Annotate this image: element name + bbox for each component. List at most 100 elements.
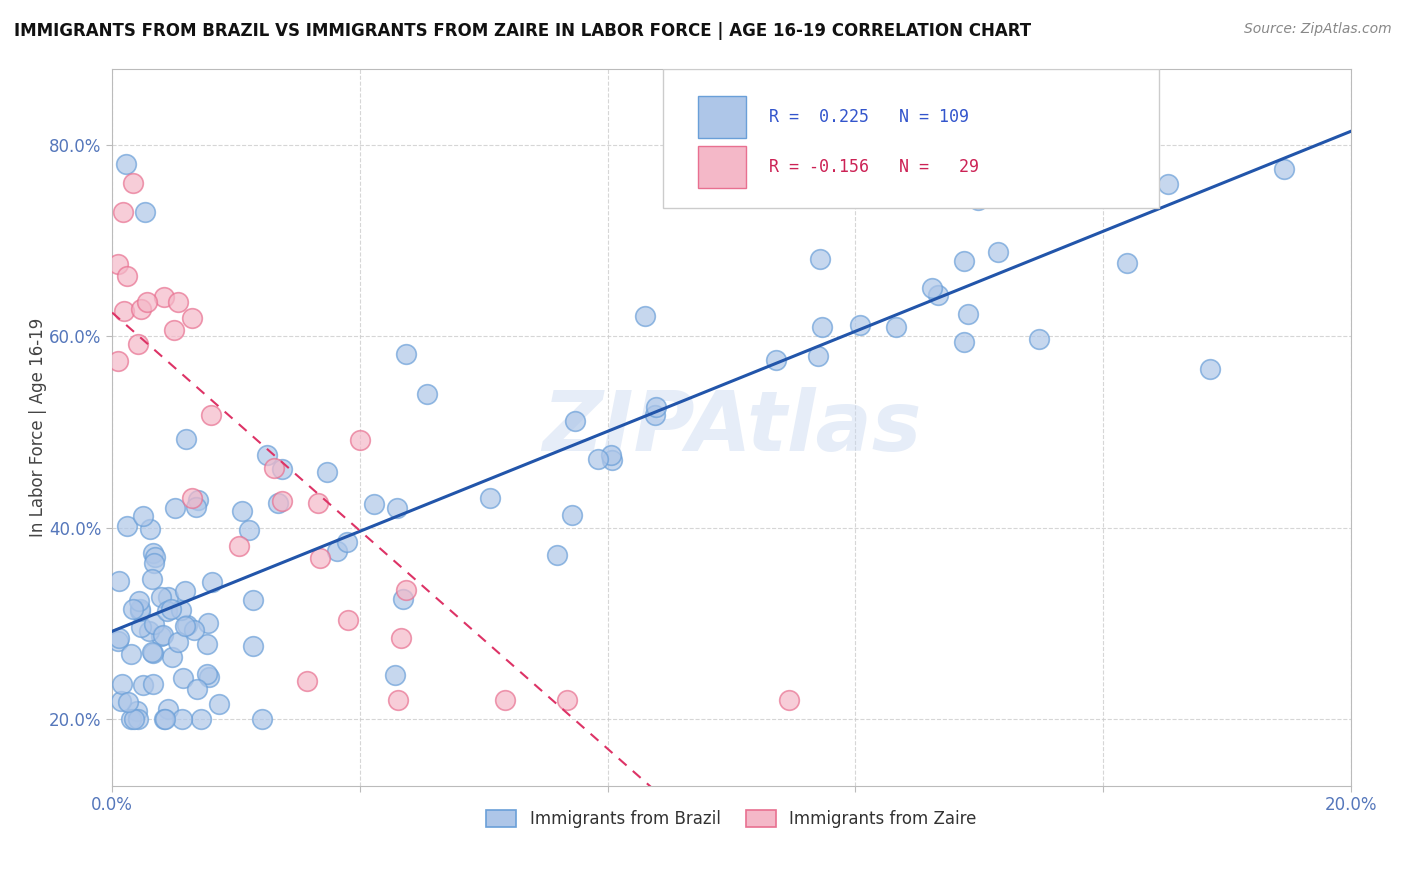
Point [1111, 146, 1133, 161]
Point [152, 628, 174, 642]
Point [384, 668, 406, 682]
Point [644, 409, 666, 423]
Point [1157, 177, 1180, 191]
Point [129, 620, 152, 634]
Point [634, 310, 657, 324]
Point [195, 666, 218, 681]
Point [127, 336, 149, 351]
Point [198, 670, 221, 684]
Point [172, 671, 194, 685]
Point [599, 448, 621, 462]
Point [416, 386, 439, 401]
Point [150, 591, 173, 605]
Text: ZIPAtlas: ZIPAtlas [541, 386, 921, 467]
Point [953, 334, 976, 349]
Point [586, 452, 609, 467]
Point [256, 449, 278, 463]
Point [107, 257, 129, 271]
Point [197, 616, 219, 631]
Point [849, 318, 872, 333]
Point [139, 522, 162, 536]
FancyBboxPatch shape [664, 69, 1159, 209]
Point [122, 712, 145, 726]
Point [242, 592, 264, 607]
Point [195, 636, 218, 650]
Point [765, 353, 787, 368]
Text: Source: ZipAtlas.com: Source: ZipAtlas.com [1244, 22, 1392, 37]
Point [165, 501, 187, 516]
Point [811, 320, 834, 334]
Point [1199, 362, 1222, 376]
Point [153, 290, 176, 304]
Point [142, 546, 165, 560]
Point [190, 712, 212, 726]
Point [117, 695, 139, 709]
Point [1116, 255, 1139, 269]
Point [121, 176, 143, 190]
Point [250, 712, 273, 726]
Point [884, 320, 907, 334]
Point [129, 301, 152, 316]
Point [129, 604, 152, 618]
Point [135, 294, 157, 309]
Point [307, 495, 329, 509]
Point [107, 631, 129, 645]
Point [808, 252, 831, 266]
Point [143, 550, 166, 565]
Point [953, 253, 976, 268]
Point [157, 702, 180, 716]
Point [174, 432, 197, 446]
Point [157, 590, 180, 604]
Point [121, 602, 143, 616]
Point [142, 646, 165, 660]
Point [546, 548, 568, 562]
Point [180, 491, 202, 505]
Point [176, 617, 198, 632]
Point [851, 184, 873, 198]
Point [389, 631, 412, 645]
Point [644, 400, 666, 414]
Point [132, 508, 155, 523]
FancyBboxPatch shape [697, 146, 747, 188]
Point [127, 704, 149, 718]
Point [337, 613, 360, 627]
Point [115, 519, 138, 533]
Point [231, 503, 253, 517]
Point [392, 592, 415, 607]
Point [208, 697, 231, 711]
Point [927, 287, 949, 301]
Point [149, 629, 172, 643]
Y-axis label: In Labor Force | Age 16-19: In Labor Force | Age 16-19 [30, 318, 46, 537]
Point [143, 556, 166, 570]
Point [183, 623, 205, 637]
Point [270, 494, 292, 508]
Point [107, 634, 129, 648]
Point [957, 307, 980, 321]
Point [174, 619, 197, 633]
Point [155, 604, 177, 618]
Point [120, 712, 142, 726]
Point [325, 544, 347, 558]
Point [170, 603, 193, 617]
Point [129, 602, 152, 616]
Point [267, 495, 290, 509]
Point [172, 712, 194, 726]
Point [967, 193, 990, 207]
Text: R =  0.225   N = 109: R = 0.225 N = 109 [769, 108, 969, 126]
Point [387, 692, 409, 706]
Point [107, 353, 129, 368]
Point [564, 414, 586, 428]
Point [987, 245, 1010, 260]
Point [160, 649, 183, 664]
Point [921, 281, 943, 295]
Point [120, 648, 142, 662]
Point [153, 712, 176, 726]
Point [238, 524, 260, 538]
Point [242, 639, 264, 653]
Point [1028, 332, 1050, 346]
Point [228, 539, 250, 553]
Text: IMMIGRANTS FROM BRAZIL VS IMMIGRANTS FROM ZAIRE IN LABOR FORCE | AGE 16-19 CORRE: IMMIGRANTS FROM BRAZIL VS IMMIGRANTS FRO… [14, 22, 1031, 40]
Point [166, 635, 188, 649]
Point [270, 462, 292, 476]
Point [555, 692, 578, 706]
